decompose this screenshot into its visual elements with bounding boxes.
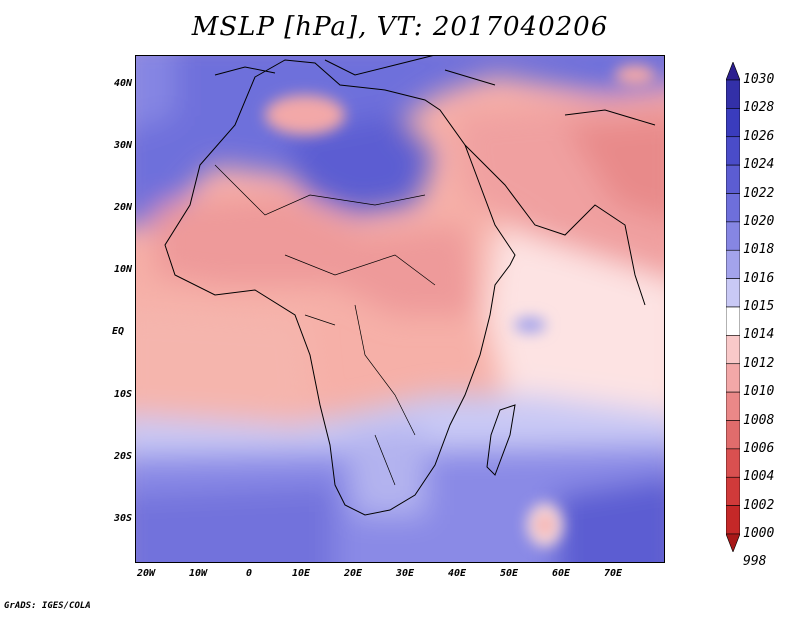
colorbar-label: 1024 xyxy=(743,157,775,173)
pressure-map xyxy=(135,55,665,563)
lon-label: 10E xyxy=(291,568,311,579)
map-title: MSLP [hPa], VT: 2017040206 xyxy=(191,12,609,42)
lat-label: 10N xyxy=(113,264,132,275)
colorbar-segment xyxy=(726,420,740,450)
colorbar-label: 1014 xyxy=(743,327,775,343)
colorbar-segment xyxy=(726,363,740,393)
lon-label: 20E xyxy=(343,568,363,579)
colorbar-label: 1020 xyxy=(743,213,775,229)
colorbar-label: 1002 xyxy=(743,497,775,513)
lat-label: 30N xyxy=(113,140,132,151)
lon-label: 20W xyxy=(136,568,156,579)
colorbar-top-arrow xyxy=(726,62,740,81)
colorbar-label: 1026 xyxy=(743,128,775,144)
lat-label: EQ xyxy=(111,326,124,337)
colorbar-segment xyxy=(726,505,740,535)
lon-label: 60E xyxy=(551,568,571,579)
colorbar-label: 1012 xyxy=(743,355,775,371)
lon-label: 70E xyxy=(603,568,623,579)
colorbar-segment xyxy=(726,335,740,365)
lat-label: 40N xyxy=(113,78,132,89)
colorbar-label: 1008 xyxy=(743,412,775,428)
colorbar-label: 1010 xyxy=(743,384,775,400)
colorbar-label: 1030 xyxy=(743,72,775,87)
colorbar-label: 1022 xyxy=(743,185,775,201)
lat-label: 30S xyxy=(113,513,132,524)
colorbar-segment xyxy=(726,278,740,308)
grads-credit: GrADS: IGES/COLA xyxy=(4,601,91,611)
colorbar-segment xyxy=(726,79,740,109)
colorbar-segment xyxy=(726,391,740,421)
colorbar xyxy=(726,62,740,552)
colorbar-segment xyxy=(726,164,740,194)
colorbar-segment xyxy=(726,108,740,138)
colorbar-segment xyxy=(726,136,740,166)
colorbar-segment xyxy=(726,221,740,251)
colorbar-segment xyxy=(726,476,740,506)
lat-label: 20N xyxy=(113,202,132,213)
colorbar-segment xyxy=(726,306,740,336)
colorbar-segment xyxy=(726,448,740,478)
colorbar-label: 1016 xyxy=(743,270,775,286)
colorbar-label: 998 xyxy=(743,554,767,570)
lon-label: 30E xyxy=(395,568,415,579)
colorbar-label: 1028 xyxy=(743,100,775,116)
colorbar-bottom-arrow xyxy=(726,533,740,552)
colorbar-label: 1015 xyxy=(743,299,775,314)
lat-label: 10S xyxy=(113,389,132,400)
colorbar-label: 1018 xyxy=(743,242,775,258)
colorbar-label: 1006 xyxy=(743,440,775,456)
colorbar-label: 1000 xyxy=(743,526,775,541)
colorbar-segment xyxy=(726,193,740,223)
lon-label: 0 xyxy=(245,568,253,579)
lon-label: 50E xyxy=(499,568,519,579)
lat-label: 20S xyxy=(113,451,132,462)
lon-label: 40E xyxy=(447,568,467,579)
colorbar-segment xyxy=(726,249,740,279)
colorbar-label: 1004 xyxy=(743,469,775,485)
lon-label: 10W xyxy=(188,568,208,579)
